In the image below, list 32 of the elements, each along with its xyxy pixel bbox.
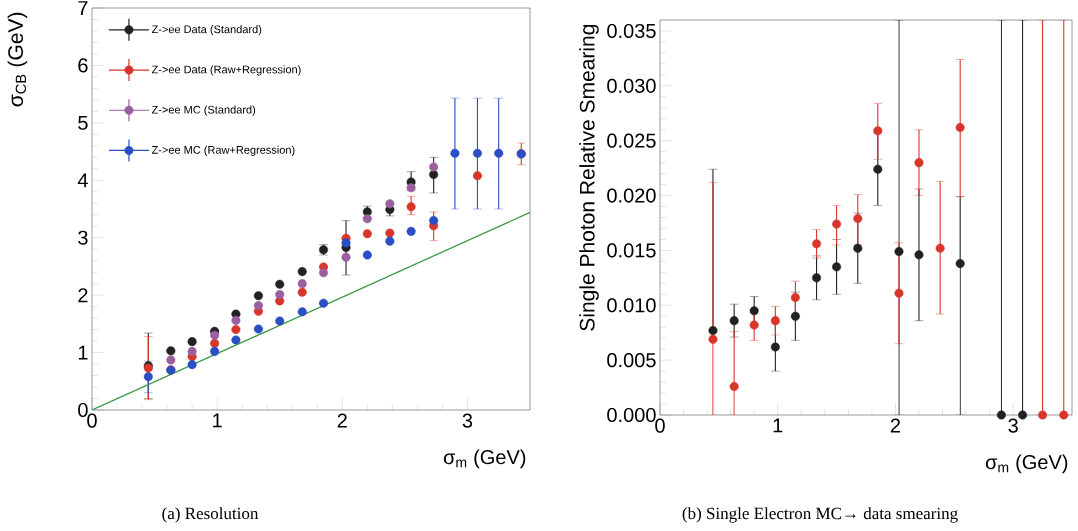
legend-label: Z->ee MC (Raw+Regression) bbox=[151, 145, 295, 156]
y-tick-label: 4 bbox=[77, 173, 88, 188]
y-tick-label: 0.030 bbox=[607, 78, 656, 93]
x-axis-title: σ$_{m}$ (GeV) bbox=[985, 454, 1068, 474]
y-tick-label: 7 bbox=[78, 1, 88, 15]
legend-label: Z->ee MC (Standard) bbox=[151, 105, 256, 116]
y-tick-label: 3 bbox=[78, 230, 88, 245]
x-tick-label: 3 bbox=[1008, 418, 1018, 433]
y-tick-label: 0.020 bbox=[607, 188, 656, 203]
y-tick-label: 1 bbox=[78, 345, 88, 360]
text: (a) Resolution bbox=[162, 507, 259, 523]
y-tick-label: 0.035 bbox=[607, 23, 656, 39]
legend-label: Z->ee Data (Standard) bbox=[151, 25, 262, 36]
y-tick-label: 6 bbox=[78, 58, 88, 73]
x-tick-label: 2 bbox=[337, 413, 347, 428]
y-axis-title: σ$_{CB}$ (GeV) bbox=[7, 12, 28, 107]
x-tick-label: 3 bbox=[462, 413, 473, 428]
y-axis-title: Single Photon Relative Smearing bbox=[579, 24, 599, 331]
y-tick-label: 0.000 bbox=[607, 407, 656, 423]
y-tick-label: 0.025 bbox=[607, 133, 656, 148]
y-tick-label: 5 bbox=[78, 115, 88, 130]
text: (b) Single Electron MC→ data smearing bbox=[682, 507, 958, 523]
y-tick-label: 0.005 bbox=[607, 353, 656, 368]
x-tick-label: 1 bbox=[773, 418, 783, 433]
y-tick-label: 2 bbox=[78, 288, 88, 303]
x-tick-label: 1 bbox=[213, 413, 222, 428]
legend-label: Z->ee Data (Raw+Regression) bbox=[151, 65, 301, 76]
y-tick-label: 0 bbox=[78, 402, 88, 418]
x-tick-label: 2 bbox=[890, 418, 900, 433]
x-axis-title: σ$_{m}$ (GeV) bbox=[443, 449, 526, 469]
y-tick-label: 0.010 bbox=[607, 298, 656, 313]
y-tick-label: 0.015 bbox=[607, 243, 656, 258]
